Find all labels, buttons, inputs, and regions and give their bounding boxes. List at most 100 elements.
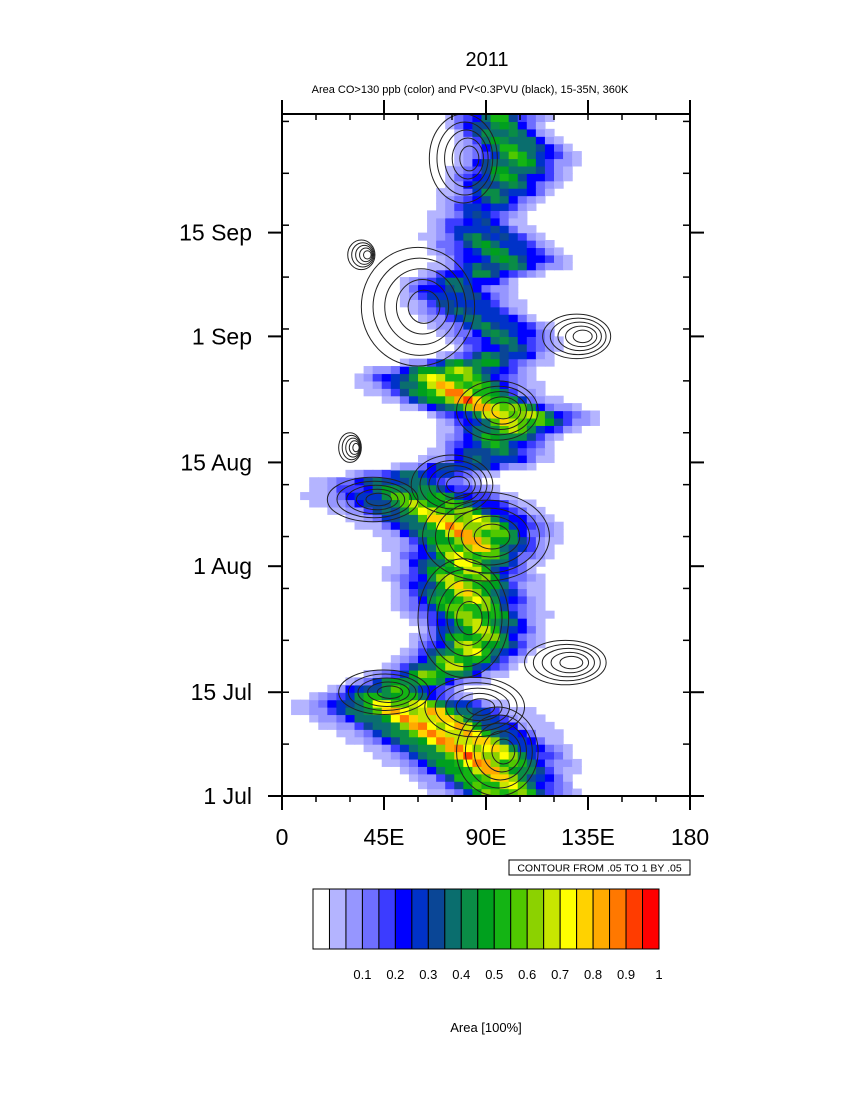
heatmap-cell — [427, 240, 437, 249]
heatmap-cell — [463, 195, 473, 204]
heatmap-cell — [481, 469, 492, 478]
heatmap-cell — [517, 328, 528, 337]
heatmap-cell — [508, 499, 519, 508]
heatmap-cell — [463, 403, 473, 412]
heatmap-cell — [463, 380, 473, 389]
heatmap-cell — [490, 291, 501, 300]
colorbar-tick-label: 1 — [655, 967, 662, 982]
heatmap-cell — [499, 188, 510, 197]
heatmap-cell — [517, 707, 528, 716]
heatmap-cell — [445, 714, 455, 723]
heatmap-cell — [535, 529, 546, 538]
heatmap-cell — [572, 403, 582, 412]
heatmap-cell — [526, 573, 537, 582]
x-tick-label: 135E — [561, 824, 615, 850]
heatmap-cell — [427, 721, 437, 730]
heatmap-cell — [436, 721, 446, 730]
heatmap-cell — [463, 210, 473, 219]
heatmap-cell — [508, 781, 519, 790]
heatmap-cell — [544, 188, 555, 197]
heatmap-cell — [472, 699, 483, 708]
heatmap-cell — [436, 684, 446, 693]
heatmap-cell — [354, 484, 365, 493]
heatmap-cell — [535, 380, 546, 389]
heatmap-cell — [481, 788, 492, 796]
heatmap-cell — [445, 395, 455, 404]
heatmap-cell — [508, 729, 519, 738]
heatmap-cell — [463, 299, 473, 308]
heatmap-cell — [490, 410, 501, 419]
heatmap-cell — [472, 521, 483, 530]
heatmap-cell — [454, 299, 464, 308]
heatmap-cell — [454, 699, 464, 708]
heatmap-cell — [418, 388, 428, 397]
pv-contour-line — [559, 655, 584, 670]
heatmap-cell — [499, 573, 510, 582]
heatmap-cell — [363, 484, 374, 493]
heatmap-cell — [472, 729, 483, 738]
heatmap-cell — [454, 588, 464, 597]
pv-contour-line — [419, 459, 488, 510]
heatmap-cell — [535, 165, 546, 174]
heatmap-cell — [454, 469, 464, 478]
heatmap-cell — [499, 358, 510, 367]
colorbar-swatch — [427, 888, 446, 950]
heatmap-cell — [363, 744, 374, 753]
heatmap-cell — [544, 736, 555, 745]
heatmap-cell — [418, 566, 428, 575]
heatmap-cell — [463, 543, 473, 552]
heatmap-cell — [563, 143, 573, 152]
heatmap-cell — [418, 721, 428, 730]
heatmap-cell — [481, 151, 492, 160]
heatmap-cell — [535, 188, 546, 197]
heatmap-cell — [454, 788, 464, 796]
heatmap-cell — [499, 225, 510, 234]
heatmap-cell — [472, 151, 483, 160]
heatmap-cell — [481, 403, 492, 412]
heatmap-cell — [499, 440, 510, 449]
heatmap-cell — [508, 128, 519, 137]
heatmap-cell — [427, 262, 437, 271]
heatmap-cell — [354, 684, 365, 693]
heatmap-cell — [499, 151, 510, 160]
heatmap-cell — [517, 625, 528, 634]
pv-contour-line — [347, 673, 424, 711]
heatmap-cell — [445, 529, 455, 538]
heatmap-cell — [390, 729, 401, 738]
heatmap-cell — [454, 632, 464, 641]
heatmap-cell — [472, 232, 483, 241]
heatmap-cell — [544, 173, 555, 182]
heatmap-cell — [499, 417, 510, 426]
heatmap-cell — [445, 202, 455, 211]
heatmap-cell — [354, 729, 365, 738]
heatmap-cell — [309, 699, 319, 708]
heatmap-cell — [490, 566, 501, 575]
heatmap-cell — [481, 343, 492, 352]
heatmap-cell — [445, 647, 455, 656]
heatmap-cell — [418, 395, 428, 404]
heatmap-cell — [345, 707, 356, 716]
heatmap-cell — [427, 358, 437, 367]
heatmap-cell — [436, 202, 446, 211]
heatmap-cell — [427, 321, 437, 330]
heatmap-cell — [381, 684, 392, 693]
heatmap-cell — [436, 699, 446, 708]
heatmap-cell — [418, 373, 428, 382]
heatmap-cell — [490, 669, 501, 678]
heatmap-cell — [481, 714, 492, 723]
heatmap-cell — [463, 499, 473, 508]
heatmap-cell — [508, 425, 519, 434]
heatmap-cell — [463, 336, 473, 345]
heatmap-cell — [372, 514, 383, 523]
heatmap-cell — [526, 395, 537, 404]
heatmap-cell — [463, 529, 473, 538]
pv-contour-line — [345, 437, 361, 458]
pv-contour-line — [355, 244, 374, 265]
heatmap-cell — [472, 143, 483, 152]
heatmap-cell — [372, 729, 383, 738]
heatmap-cell — [517, 588, 528, 597]
heatmap-cell — [390, 551, 401, 560]
x-axis: 0 45E 90E 135E 180 — [276, 100, 709, 850]
heatmap-cell — [472, 373, 483, 382]
heatmap-cell — [499, 625, 510, 634]
